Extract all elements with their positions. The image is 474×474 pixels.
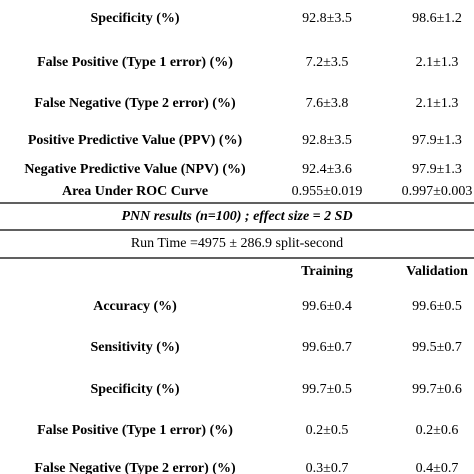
cell-value: 92.8±3.5 (302, 133, 352, 148)
cell-value: 99.6±0.4 (302, 299, 352, 314)
column-header: Validation (406, 264, 468, 279)
cell-value: 98.6±1.2 (412, 11, 462, 26)
cell-value: 97.9±1.3 (412, 162, 462, 177)
row-label: Specificity (%) (90, 11, 179, 26)
row-label: False Negative (Type 2 error) (%) (34, 461, 236, 474)
cell-value: 92.8±3.5 (302, 11, 352, 26)
cell-value: 0.3±0.7 (306, 461, 349, 474)
cell-value: 92.4±3.6 (302, 162, 352, 177)
cell-value: 97.9±1.3 (412, 133, 462, 148)
cell-value: 0.955±0.019 (292, 184, 363, 199)
cell-value: 99.5±0.7 (412, 340, 462, 355)
row-label: False Negative (Type 2 error) (%) (34, 96, 236, 111)
row-label: Positive Predictive Value (PPV) (%) (28, 133, 243, 148)
section-title: PNN results (n=100) ; effect size = 2 SD (121, 209, 352, 224)
cell-value: 2.1±1.3 (416, 55, 459, 70)
row-label: Specificity (%) (90, 382, 179, 397)
row-label: Accuracy (%) (93, 299, 177, 314)
row-label: Sensitivity (%) (90, 340, 179, 355)
row-label: False Positive (Type 1 error) (%) (37, 423, 233, 438)
cell-value: 0.997±0.003 (402, 184, 473, 199)
cell-value: 99.6±0.7 (302, 340, 352, 355)
row-label: Negative Predictive Value (NPV) (%) (24, 162, 246, 177)
row-label: Area Under ROC Curve (62, 184, 208, 199)
row-label: False Positive (Type 1 error) (%) (37, 55, 233, 70)
cell-value: 0.4±0.7 (416, 461, 459, 474)
cell-value: 99.7±0.6 (412, 382, 462, 397)
cell-value: 2.1±1.3 (416, 96, 459, 111)
cell-value: 99.7±0.5 (302, 382, 352, 397)
cell-value: 7.6±3.8 (306, 96, 349, 111)
cell-value: 99.6±0.5 (412, 299, 462, 314)
cell-value: 0.2±0.6 (416, 423, 459, 438)
run-time: Run Time =4975 ± 286.9 split-second (131, 236, 343, 251)
column-header: Training (301, 264, 353, 279)
cell-value: 7.2±3.5 (306, 55, 349, 70)
cell-value: 0.2±0.5 (306, 423, 349, 438)
